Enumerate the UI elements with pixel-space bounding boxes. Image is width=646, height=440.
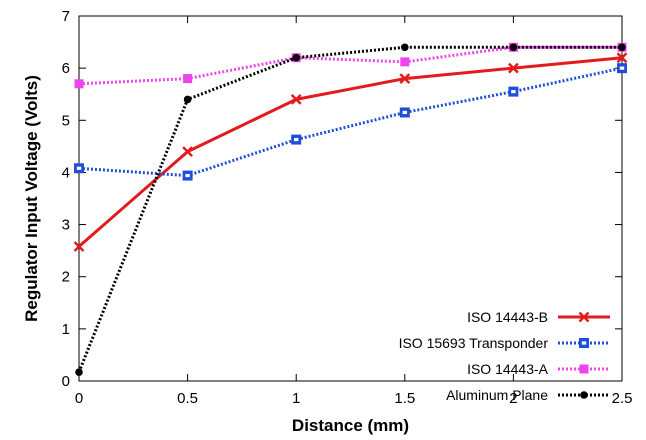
series-line [78, 66, 623, 178]
legend: ISO 14443-B ISO 15693 Transponder ISO 1444… [399, 309, 610, 403]
data-point-square-marker [399, 107, 410, 118]
x-tick-label: 1 [292, 390, 300, 407]
data-point-square-marker [74, 163, 84, 174]
data-point-circle-marker [509, 43, 518, 52]
data-point-x-marker [182, 146, 193, 157]
y-tick-label: 2 [62, 269, 70, 286]
x-axis-title: Distance (mm) [292, 416, 409, 435]
y-tick-label: 5 [62, 112, 70, 129]
data-point-square-marker [579, 338, 589, 348]
legend-item: Aluminum Plane [446, 387, 610, 403]
series-iso-15693-transponder [74, 63, 627, 181]
legend-label: ISO 14443-A [467, 361, 549, 377]
series-aluminum-plane [75, 43, 626, 376]
data-point-circle-marker [580, 391, 588, 399]
data-point-square-marker [291, 134, 302, 145]
data-point-x-marker [578, 311, 590, 323]
data-point-square-marker [183, 74, 193, 84]
x-tick-label: 0 [75, 390, 83, 407]
data-point-circle-marker [75, 368, 83, 376]
legend-item: ISO 14443-B [467, 309, 610, 325]
y-tick-label: 7 [62, 8, 70, 25]
data-point-x-marker [508, 62, 519, 74]
x-tick-label: 2 [509, 390, 517, 407]
legend-item: ISO 15693 Transponder [399, 335, 610, 351]
data-point-circle-marker [292, 53, 301, 62]
legend-item: ISO 14443-A [467, 361, 610, 377]
legend-label: ISO 15693 Transponder [399, 335, 549, 351]
plot-frame [78, 15, 623, 382]
y-axis-title: Regulator Input Voltage (Volts) [22, 75, 41, 322]
y-tick-label: 3 [62, 217, 70, 234]
y-axis-ticks: 0 1 2 3 4 5 6 7 [62, 8, 622, 390]
data-point-circle-marker [183, 95, 192, 104]
series-line [77, 45, 622, 373]
y-tick-label: 6 [62, 60, 70, 77]
data-point-x-marker [616, 52, 628, 64]
x-tick-label: 0.5 [177, 390, 198, 407]
series-line [78, 45, 622, 86]
data-point-square-marker [508, 86, 519, 97]
legend-label: Aluminum Plane [446, 387, 548, 403]
data-point-square-marker [182, 170, 193, 181]
x-tick-label: 2.5 [612, 390, 633, 407]
x-tick-label: 1.5 [394, 390, 415, 407]
series-line [78, 56, 623, 248]
data-point-square-marker [579, 364, 589, 374]
data-point-square-marker [74, 79, 84, 89]
x-axis-ticks: 0 0.5 1 1.5 2 2.5 [75, 16, 633, 407]
y-tick-label: 1 [62, 321, 70, 338]
data-point-circle-marker [401, 43, 409, 52]
data-point-circle-marker [618, 43, 626, 52]
data-point-x-marker [290, 94, 302, 105]
data-point-square-marker [617, 63, 627, 74]
y-tick-label: 0 [62, 373, 70, 390]
series-layer [73, 42, 628, 376]
y-tick-label: 4 [62, 164, 70, 181]
plot-area-border [78, 15, 623, 382]
legend-label: ISO 14443-B [467, 309, 548, 325]
data-point-square-marker [400, 57, 410, 67]
series-iso-14443-b [73, 52, 628, 252]
data-point-x-marker [73, 241, 85, 252]
data-point-x-marker [399, 73, 411, 84]
